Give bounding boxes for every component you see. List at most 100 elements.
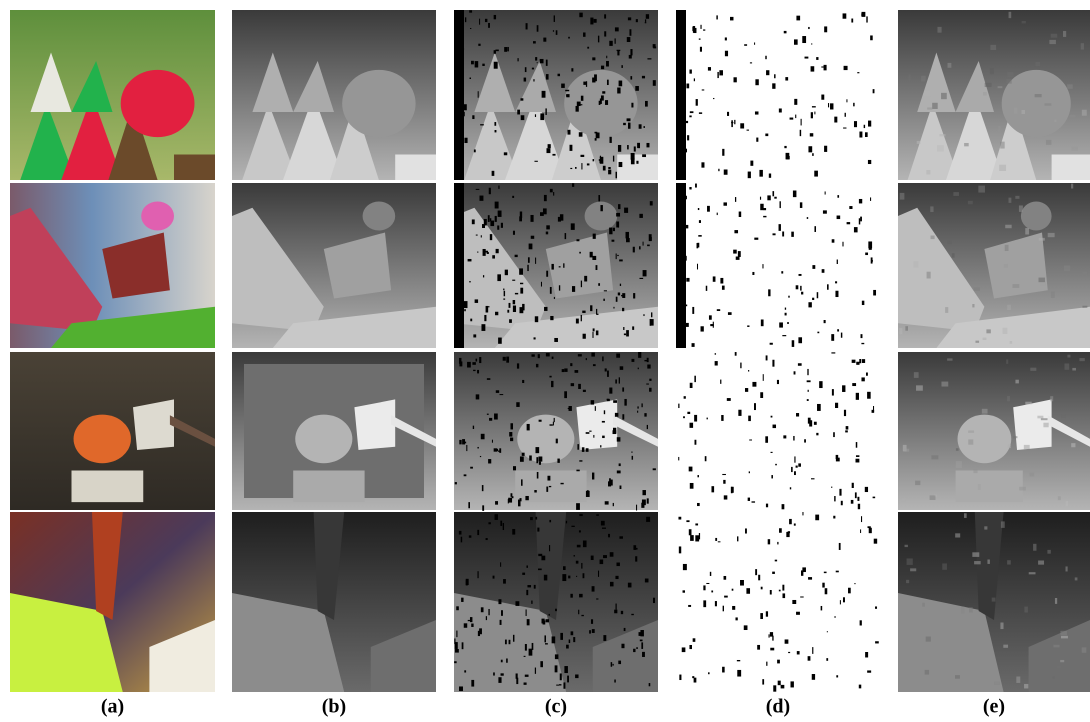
noise-speck bbox=[749, 439, 752, 440]
noise-speck bbox=[706, 583, 709, 584]
noise-speck bbox=[603, 166, 606, 171]
noise-speck bbox=[503, 289, 504, 291]
noise-speck bbox=[800, 130, 801, 136]
noise-speck bbox=[722, 149, 724, 156]
noise-speck bbox=[546, 74, 549, 80]
image-shape bbox=[295, 415, 352, 464]
texture-speck bbox=[1071, 184, 1073, 189]
noise-speck bbox=[567, 676, 569, 683]
noise-speck bbox=[456, 606, 459, 610]
noise-speck bbox=[462, 642, 464, 649]
texture-speck bbox=[900, 193, 905, 200]
noise-speck bbox=[690, 111, 694, 113]
texture-speck bbox=[1072, 368, 1076, 371]
noise-speck bbox=[564, 391, 567, 398]
figure: (a)(b)(c)(d)(e) bbox=[0, 0, 1090, 722]
noise-speck bbox=[613, 307, 614, 309]
noise-speck bbox=[544, 575, 547, 581]
noise-speck bbox=[816, 57, 818, 60]
noise-speck bbox=[865, 253, 868, 256]
noise-speck bbox=[590, 18, 593, 25]
noise-speck bbox=[536, 457, 538, 463]
noise-speck bbox=[825, 588, 828, 594]
noise-speck bbox=[767, 195, 770, 200]
noise-speck bbox=[574, 555, 575, 556]
image-cell bbox=[232, 183, 436, 348]
noise-speck bbox=[477, 252, 478, 253]
noise-speck bbox=[596, 330, 598, 335]
texture-speck bbox=[924, 91, 930, 97]
noise-speck bbox=[495, 202, 499, 209]
noise-speck bbox=[524, 682, 527, 684]
noise-speck bbox=[827, 284, 829, 289]
noise-speck bbox=[763, 374, 764, 381]
noise-speck bbox=[483, 275, 484, 277]
texture-speck bbox=[926, 170, 930, 174]
noise-speck bbox=[641, 503, 644, 508]
texture-speck bbox=[1060, 631, 1066, 635]
noise-speck bbox=[510, 423, 513, 429]
noise-speck bbox=[546, 353, 550, 356]
noise-speck bbox=[546, 619, 550, 622]
noise-speck bbox=[619, 162, 623, 167]
noise-speck bbox=[734, 230, 738, 233]
noise-speck bbox=[835, 403, 838, 408]
noise-speck bbox=[791, 232, 794, 237]
texture-speck bbox=[985, 83, 992, 87]
noise-speck bbox=[577, 444, 579, 450]
noise-speck bbox=[653, 598, 655, 603]
noise-speck bbox=[461, 274, 464, 276]
texture-speck bbox=[1008, 445, 1011, 449]
noise-speck bbox=[473, 426, 474, 429]
noise-speck bbox=[470, 28, 471, 29]
noise-speck bbox=[571, 383, 574, 386]
noise-speck bbox=[494, 15, 496, 19]
noise-speck bbox=[535, 668, 536, 674]
noise-speck bbox=[565, 90, 569, 91]
noise-speck bbox=[554, 418, 555, 422]
noise-speck bbox=[713, 276, 716, 281]
noise-speck bbox=[525, 67, 527, 72]
texture-speck bbox=[1025, 218, 1029, 222]
noise-speck bbox=[748, 172, 751, 179]
texture-speck bbox=[964, 143, 969, 146]
noise-speck bbox=[856, 393, 859, 400]
noise-speck bbox=[503, 298, 505, 299]
noise-speck bbox=[647, 498, 649, 503]
noise-speck bbox=[560, 633, 563, 640]
noise-speck bbox=[461, 39, 464, 45]
noise-speck bbox=[561, 483, 564, 484]
texture-speck bbox=[990, 68, 994, 74]
noise-speck bbox=[703, 29, 705, 30]
noise-speck bbox=[530, 215, 533, 222]
noise-speck bbox=[498, 450, 501, 451]
texture-speck bbox=[992, 598, 996, 602]
texture-speck bbox=[1006, 359, 1008, 363]
texture-speck bbox=[1051, 34, 1058, 38]
noise-speck bbox=[683, 564, 687, 570]
noise-speck bbox=[545, 108, 546, 115]
image-shape bbox=[839, 155, 880, 181]
noise-speck bbox=[468, 502, 470, 508]
noise-speck bbox=[777, 660, 780, 664]
noise-speck bbox=[861, 377, 864, 381]
noise-speck bbox=[567, 130, 570, 135]
texture-speck bbox=[941, 93, 947, 99]
noise-speck bbox=[601, 521, 605, 526]
noise-speck bbox=[839, 489, 841, 496]
noise-speck bbox=[755, 79, 758, 85]
noise-speck bbox=[766, 70, 769, 75]
noise-speck bbox=[601, 66, 604, 70]
noise-speck bbox=[770, 590, 772, 595]
noise-speck bbox=[866, 372, 868, 375]
noise-speck bbox=[537, 25, 539, 32]
noise-speck bbox=[697, 243, 699, 248]
noise-speck bbox=[622, 387, 624, 391]
noise-speck bbox=[607, 371, 609, 377]
noise-speck bbox=[807, 399, 809, 401]
noise-speck bbox=[717, 309, 720, 311]
noise-speck bbox=[538, 554, 542, 556]
noise-speck bbox=[638, 368, 639, 370]
texture-speck bbox=[968, 201, 973, 205]
noise-speck bbox=[589, 431, 591, 432]
